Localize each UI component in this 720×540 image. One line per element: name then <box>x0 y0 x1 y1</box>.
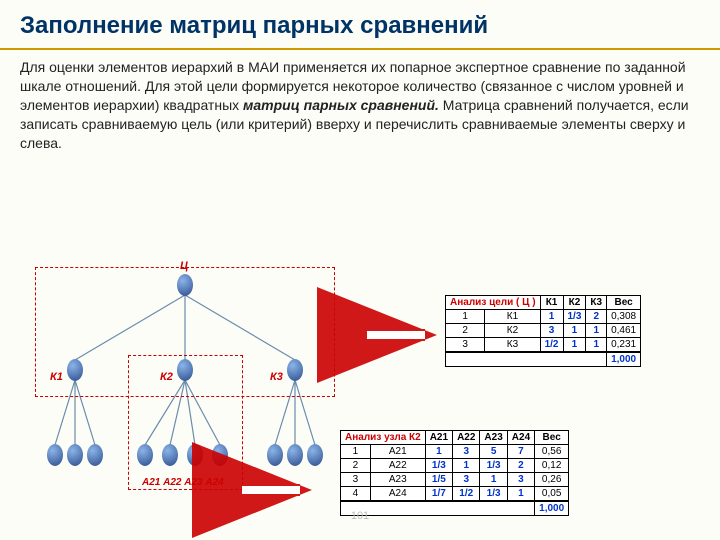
slide-title: Заполнение матриц парных сравнений <box>0 0 720 50</box>
tree-node <box>212 444 228 466</box>
tree-node <box>287 359 303 381</box>
table-node-k2-analysis: Анализ узла К2А21А22А23А24Вес1А2113570,5… <box>340 430 569 516</box>
label-k1: К1 <box>50 371 63 383</box>
tree-node <box>67 444 83 466</box>
tree-node <box>177 359 193 381</box>
tree-node <box>187 444 203 466</box>
tree-node <box>267 444 283 466</box>
tree-node <box>47 444 63 466</box>
table-goal-analysis: Анализ цели ( Ц )К1К2К3Вес1К111/320,3082… <box>445 295 641 367</box>
label-a: А21 А22 А23 А24 <box>142 477 224 488</box>
tree-node <box>87 444 103 466</box>
body-paragraph: Для оценки элементов иерархий в МАИ прим… <box>0 50 720 156</box>
tree-node <box>67 359 83 381</box>
para-bold: матриц парных сравнений. <box>243 97 439 113</box>
label-k3: К3 <box>270 371 283 383</box>
tree-node <box>137 444 153 466</box>
tree-node <box>177 274 193 296</box>
label-k2: К2 <box>160 371 173 383</box>
page-number: 101 <box>351 510 369 522</box>
arrow-to-table1 <box>365 320 435 355</box>
label-root: Ц <box>180 260 188 272</box>
tree-node <box>287 444 303 466</box>
tree-node <box>307 444 323 466</box>
tree-node <box>162 444 178 466</box>
arrow-to-table2 <box>240 475 310 510</box>
